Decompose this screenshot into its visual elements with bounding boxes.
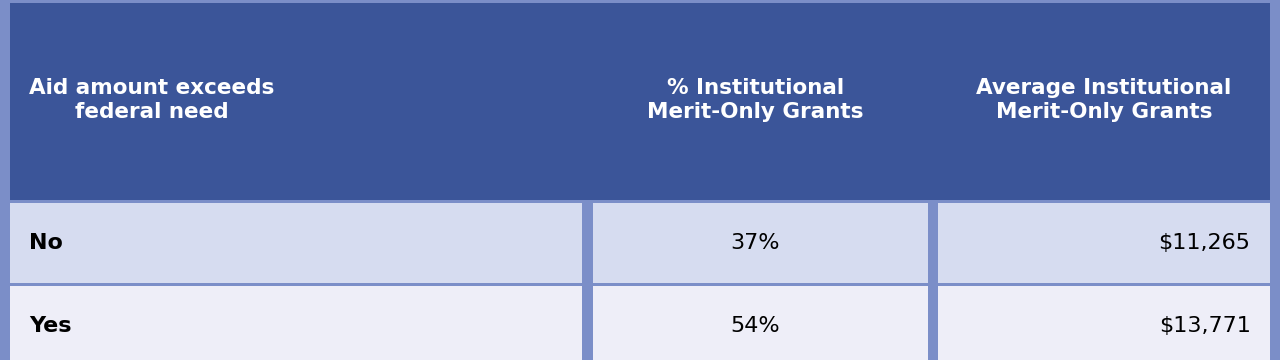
Text: % Institutional
Merit-Only Grants: % Institutional Merit-Only Grants — [646, 77, 864, 122]
Text: 54%: 54% — [731, 316, 780, 336]
Text: 37%: 37% — [731, 233, 780, 253]
Bar — [593, 203, 928, 283]
Bar — [593, 286, 928, 360]
Bar — [938, 203, 1270, 283]
Text: $13,771: $13,771 — [1158, 316, 1251, 336]
Bar — [10, 286, 582, 360]
Text: No: No — [29, 233, 63, 253]
Text: Aid amount exceeds
federal need: Aid amount exceeds federal need — [29, 77, 275, 122]
Bar — [938, 286, 1270, 360]
Text: Yes: Yes — [29, 316, 72, 336]
Bar — [10, 3, 1270, 200]
Text: $11,265: $11,265 — [1158, 233, 1251, 253]
Text: Average Institutional
Merit-Only Grants: Average Institutional Merit-Only Grants — [977, 77, 1231, 122]
Bar — [10, 203, 582, 283]
